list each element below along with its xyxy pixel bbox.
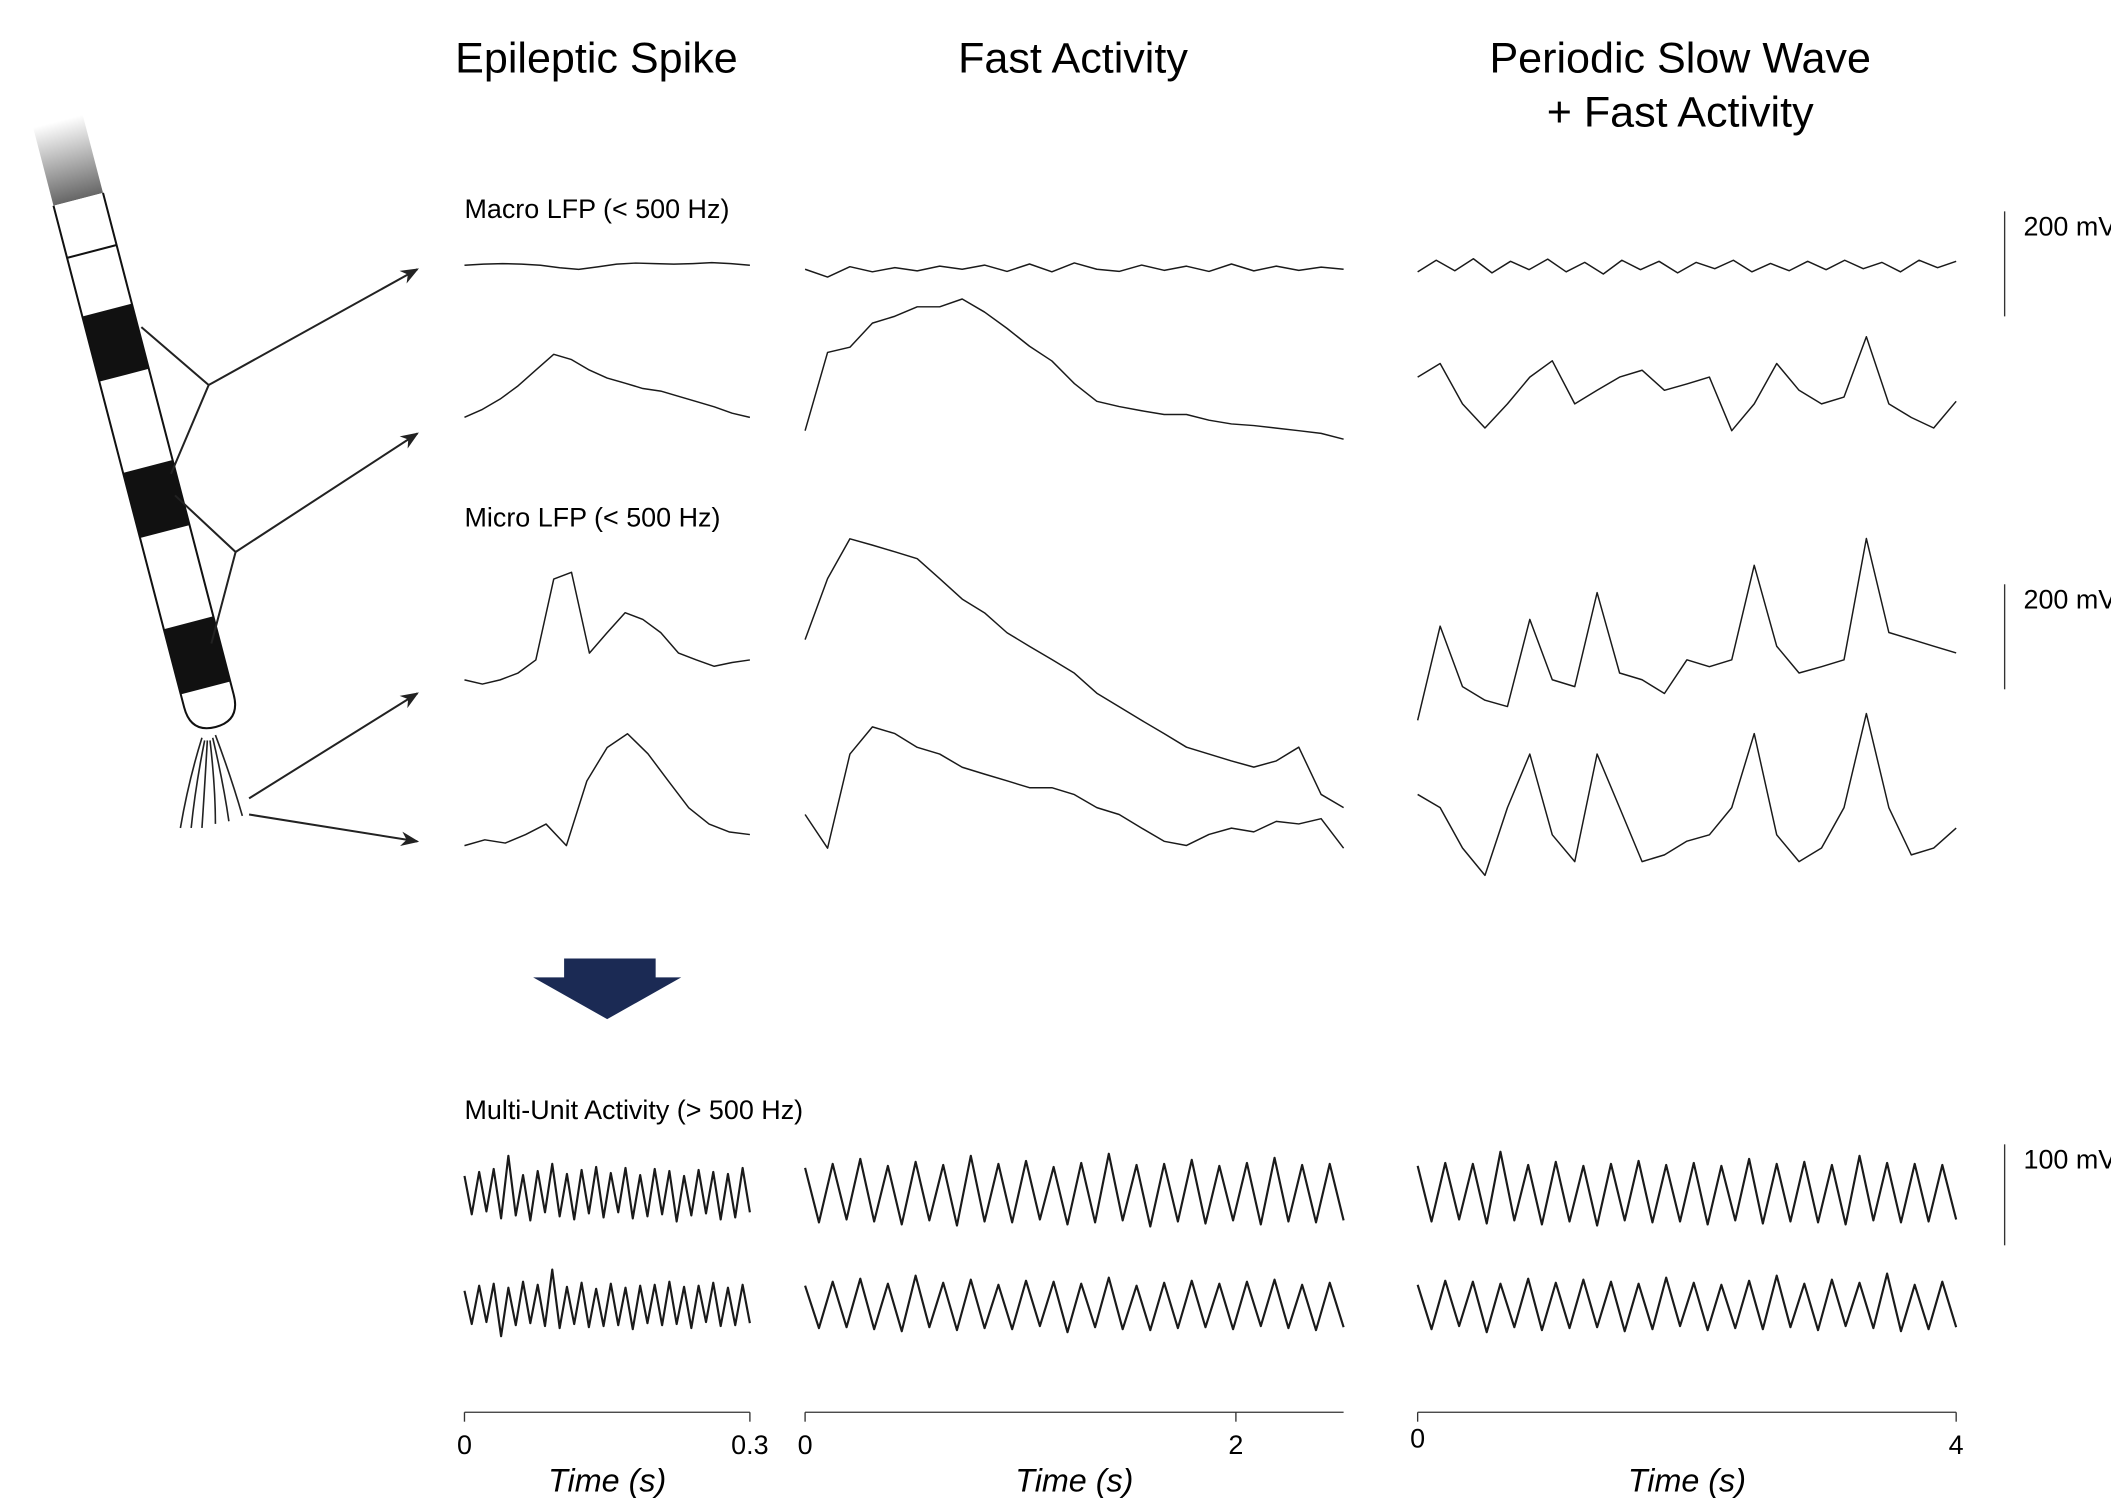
column-title: Periodic Slow Wave	[1489, 35, 1870, 83]
mua-trace	[464, 1156, 749, 1222]
x-tick-label: 0	[1410, 1423, 1425, 1453]
micro-trace	[464, 572, 749, 684]
micro-trace	[1418, 539, 1957, 721]
x-tick-label: 0	[798, 1430, 813, 1460]
section-label: Micro LFP (< 500 Hz)	[464, 502, 720, 532]
mua-trace	[1418, 1274, 1957, 1333]
mua-trace	[1418, 1152, 1957, 1226]
macro-trace	[464, 354, 749, 417]
figure: Macro LFP (< 500 Hz) Micro LFP (< 500 Hz…	[0, 0, 2111, 1503]
x-axis-label: Time (s)	[548, 1463, 666, 1499]
electrode	[33, 115, 240, 734]
page: Macro LFP (< 500 Hz) Micro LFP (< 500 Hz…	[0, 0, 2111, 1503]
mua-trace	[464, 1270, 749, 1337]
x-axis-label: Time (s)	[1015, 1463, 1133, 1499]
column-title: Fast Activity	[958, 35, 1188, 83]
column-title: Epileptic Spike	[455, 35, 738, 83]
x-axis-label: Time (s)	[1628, 1463, 1746, 1499]
mua-trace	[805, 1154, 1344, 1227]
micro-trace	[805, 539, 1344, 808]
micro-trace	[1418, 714, 1957, 876]
macro-trace	[1418, 259, 1957, 274]
scale-bar-label: 100 mV	[2023, 1145, 2111, 1175]
x-tick-label: 4	[1949, 1430, 1964, 1460]
down-arrow	[533, 959, 681, 1020]
column-title: + Fast Activity	[1547, 89, 1814, 137]
macro-trace	[805, 299, 1344, 439]
micro-wires	[180, 735, 242, 828]
scale-bar-label: 200 mV	[2023, 212, 2111, 242]
x-tick-label: 2	[1228, 1430, 1243, 1460]
x-tick-label: 0.3	[731, 1430, 768, 1460]
macro-trace	[805, 263, 1344, 277]
section-label: Macro LFP (< 500 Hz)	[464, 194, 729, 224]
macro-trace	[1418, 337, 1957, 431]
micro-trace	[805, 727, 1344, 848]
scale-bar-label: 200 mV	[2023, 585, 2111, 615]
micro-trace	[464, 734, 749, 846]
macro-trace	[464, 263, 749, 270]
mua-trace	[805, 1276, 1344, 1333]
section-label: Multi-Unit Activity (> 500 Hz)	[464, 1095, 803, 1125]
x-tick-label: 0	[457, 1430, 472, 1460]
